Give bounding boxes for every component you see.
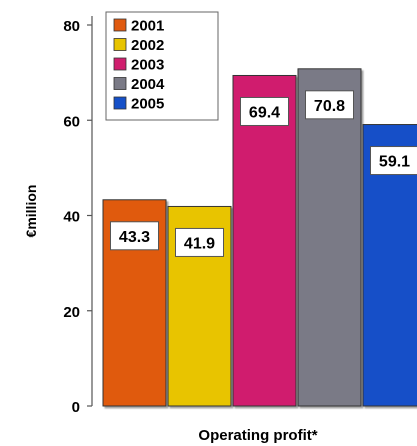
value-labels: 43.3 41.9 69.4 70.8 59.1 xyxy=(110,90,417,257)
legend-entry: 2001 xyxy=(131,18,164,35)
legend-entry: 2005 xyxy=(131,96,164,113)
y-tick-label: 20 xyxy=(63,304,80,321)
legend-swatch-2002 xyxy=(113,38,127,51)
y-axis: 0 20 40 60 80 xyxy=(63,16,93,416)
value-label: 59.1 xyxy=(379,154,410,171)
value-label-box xyxy=(305,90,354,120)
legend-swatch-2001 xyxy=(113,18,127,32)
value-label-box xyxy=(110,221,159,251)
value-label: 69.4 xyxy=(249,104,280,121)
bar-2004 xyxy=(297,68,362,407)
value-label-box xyxy=(240,96,289,126)
y-tick-label: 60 xyxy=(63,113,80,130)
legend-entry: 2004 xyxy=(131,76,165,93)
legend-swatch-2005 xyxy=(113,96,127,110)
legend: 2001 2002 2003 2004 2005 xyxy=(105,11,219,121)
value-label-box xyxy=(370,146,417,176)
y-axis-label: €million xyxy=(23,185,39,238)
x-axis-label: Operating profit* xyxy=(198,427,317,444)
legend-swatch-2003 xyxy=(113,57,127,71)
y-tick-label: 0 xyxy=(72,399,80,416)
value-label: 43.3 xyxy=(119,229,150,246)
value-label-box xyxy=(175,227,224,257)
value-label: 41.9 xyxy=(184,235,215,252)
legend-entry: 2003 xyxy=(131,57,164,74)
legend-entry: 2002 xyxy=(131,37,164,54)
y-tick-label: 80 xyxy=(63,18,80,35)
value-label: 70.8 xyxy=(314,98,345,115)
y-tick-label: 40 xyxy=(63,209,80,226)
legend-swatch-2004 xyxy=(113,77,127,90)
bar-2003 xyxy=(232,74,297,407)
